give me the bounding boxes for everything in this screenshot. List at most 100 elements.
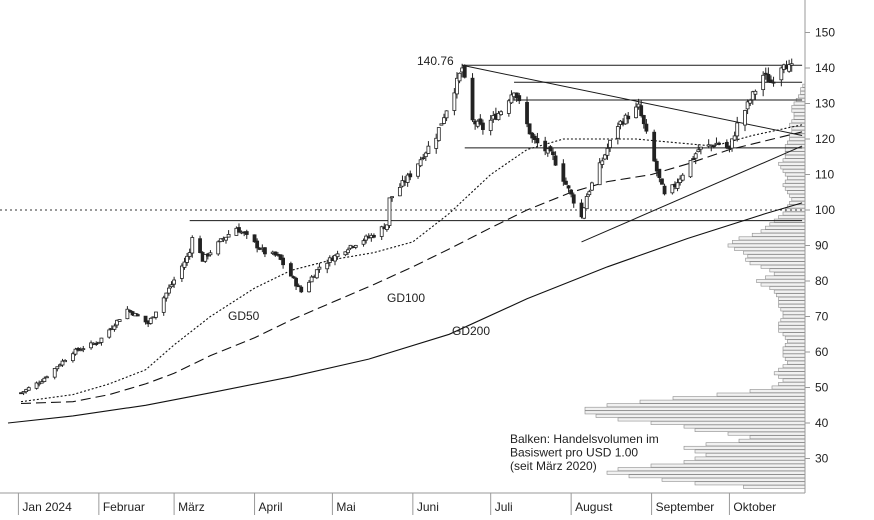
ma-line-gd50 [20,124,803,403]
candle-body [535,138,540,144]
candle-body [590,182,594,191]
candle-body [198,238,202,253]
volume-bar [784,172,806,177]
volume-bar [778,374,806,379]
volume-bar [787,360,806,365]
volume-bar [776,293,806,298]
candle-body [39,381,44,384]
x-tick-label: Juni [417,500,439,514]
candle-body [112,325,117,330]
candle-body [314,269,319,279]
candle-body [569,189,574,195]
candle-body [602,154,607,160]
volume-bar [787,339,806,344]
volume-bar [782,378,806,383]
candle-body [743,110,747,126]
candle-body [299,286,304,293]
candle-body [55,366,60,370]
candle-body [346,249,350,254]
candle-body [644,123,649,132]
volume-bar [791,126,806,131]
candle-body [698,146,703,150]
candle-body [675,182,680,189]
volume-bar [765,275,806,280]
volume-bar [769,286,806,291]
candle-body [763,72,768,75]
candle-body [125,308,130,320]
candle-body [717,142,721,145]
candle-body [52,368,57,378]
volume-bar [793,101,806,106]
volume-bar [683,445,806,450]
candle-body [128,310,132,312]
candle-body [457,72,462,82]
candle-body [654,160,659,172]
volume-bar [661,477,806,482]
candle-body [488,119,493,131]
candle-body [662,185,667,195]
volume-bar [778,161,806,166]
candle-body [343,251,348,256]
candle-body [525,101,529,125]
candle-body [45,376,49,379]
volume-bar [784,335,806,340]
candle-body [766,73,771,83]
candle-body [732,135,737,141]
candle-body [353,244,358,248]
candle-body [623,114,628,125]
volume-bar [584,410,806,415]
candle-body [81,348,86,351]
volume-bar [747,254,806,259]
candle-body [496,112,501,121]
annotations [0,64,805,243]
candle-body [748,99,753,104]
volume-bar [787,176,806,180]
volume-bar [769,222,806,227]
candle-body [693,153,698,159]
candle-body [135,314,140,317]
volume-bar [743,484,806,489]
candle-body [561,163,566,182]
volume-bar [778,382,806,386]
ma-label-gd50: GD50 [228,309,260,323]
volume-note-line: Basiswert pro USD 1.00 [510,446,638,460]
volume-bar [756,279,806,283]
x-tick-label: August [575,500,613,514]
candle-body [418,159,423,167]
volume-bar [738,438,806,443]
volume-bar [760,282,806,287]
moving-averages [7,124,803,424]
candle-body [745,101,750,110]
peak-label: 140.76 [417,54,454,68]
candle-body [789,63,794,66]
x-tick-label: April [259,500,283,514]
volume-profile [584,83,806,489]
candle-body [179,265,184,279]
volume-bar [780,307,806,312]
candle-body [548,146,553,152]
volume-bar [734,247,806,251]
candle-body [187,252,192,257]
candle-body [73,348,78,355]
volume-bar [782,158,806,163]
candle-body [190,237,195,254]
candle-body [442,117,446,124]
candle-body [263,247,267,255]
volume-bar [727,431,806,436]
y-tick-label: 80 [815,274,829,288]
candle-body [278,254,283,260]
candle-body [333,255,337,262]
volume-bar [782,353,806,358]
candle-body [218,238,223,242]
x-tick-label: März [178,500,205,514]
volume-bar [773,271,806,276]
y-tick-label: 140 [815,61,835,75]
candle-body [397,187,402,197]
candles [19,58,794,396]
candle-body [761,74,766,91]
candle-body [779,67,784,81]
candle-body [439,123,444,126]
candle-body [527,123,532,135]
volume-bar [793,115,806,120]
candle-body [724,142,729,149]
